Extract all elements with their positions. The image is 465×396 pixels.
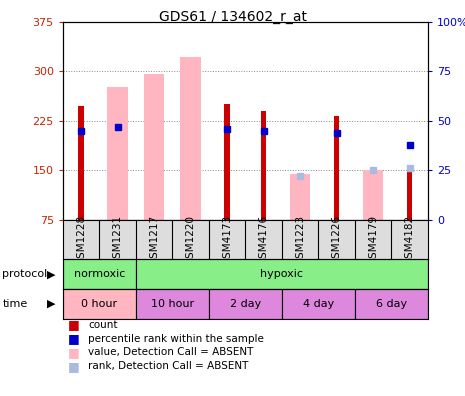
Text: GSM1223: GSM1223 bbox=[295, 215, 305, 265]
Text: 0 hour: 0 hour bbox=[81, 299, 117, 309]
Text: rank, Detection Call = ABSENT: rank, Detection Call = ABSENT bbox=[88, 361, 249, 371]
Bar bbox=[180, 57, 200, 220]
Bar bbox=[282, 289, 355, 319]
Text: ■: ■ bbox=[67, 360, 79, 373]
Bar bbox=[63, 259, 136, 289]
Bar bbox=[78, 106, 84, 220]
Bar bbox=[209, 289, 282, 319]
Text: 4 day: 4 day bbox=[303, 299, 334, 309]
Bar bbox=[334, 116, 339, 220]
Bar bbox=[144, 74, 164, 220]
Text: ▶: ▶ bbox=[47, 269, 56, 279]
Text: percentile rank within the sample: percentile rank within the sample bbox=[88, 333, 264, 344]
Text: value, Detection Call = ABSENT: value, Detection Call = ABSENT bbox=[88, 347, 254, 358]
Text: 2 day: 2 day bbox=[230, 299, 261, 309]
Bar bbox=[290, 173, 310, 220]
Text: GSM4176: GSM4176 bbox=[259, 215, 269, 265]
Text: protocol: protocol bbox=[2, 269, 47, 279]
Bar bbox=[407, 165, 412, 220]
Text: hypoxic: hypoxic bbox=[260, 269, 303, 279]
Bar bbox=[107, 87, 127, 220]
Text: ▶: ▶ bbox=[47, 299, 56, 309]
Text: GSM4179: GSM4179 bbox=[368, 215, 378, 265]
Text: GSM4173: GSM4173 bbox=[222, 215, 232, 265]
Text: 10 hour: 10 hour bbox=[151, 299, 194, 309]
Bar bbox=[224, 104, 230, 220]
Text: ■: ■ bbox=[67, 332, 79, 345]
Text: time: time bbox=[2, 299, 27, 309]
Text: GSM1217: GSM1217 bbox=[149, 215, 159, 265]
Bar bbox=[136, 259, 428, 289]
Text: count: count bbox=[88, 320, 118, 330]
Bar bbox=[363, 170, 383, 220]
Text: GSM1231: GSM1231 bbox=[113, 215, 123, 265]
Bar bbox=[261, 111, 266, 220]
Text: normoxic: normoxic bbox=[73, 269, 125, 279]
Text: GSM4182: GSM4182 bbox=[405, 215, 415, 265]
Text: GSM1226: GSM1226 bbox=[332, 215, 342, 265]
Text: GDS61 / 134602_r_at: GDS61 / 134602_r_at bbox=[159, 10, 306, 24]
Bar bbox=[136, 289, 209, 319]
Bar bbox=[63, 289, 136, 319]
Bar bbox=[355, 289, 428, 319]
Text: GSM1220: GSM1220 bbox=[186, 215, 196, 265]
Text: GSM1228: GSM1228 bbox=[76, 215, 86, 265]
Text: ■: ■ bbox=[67, 318, 79, 331]
Text: ■: ■ bbox=[67, 346, 79, 359]
Text: 6 day: 6 day bbox=[376, 299, 407, 309]
